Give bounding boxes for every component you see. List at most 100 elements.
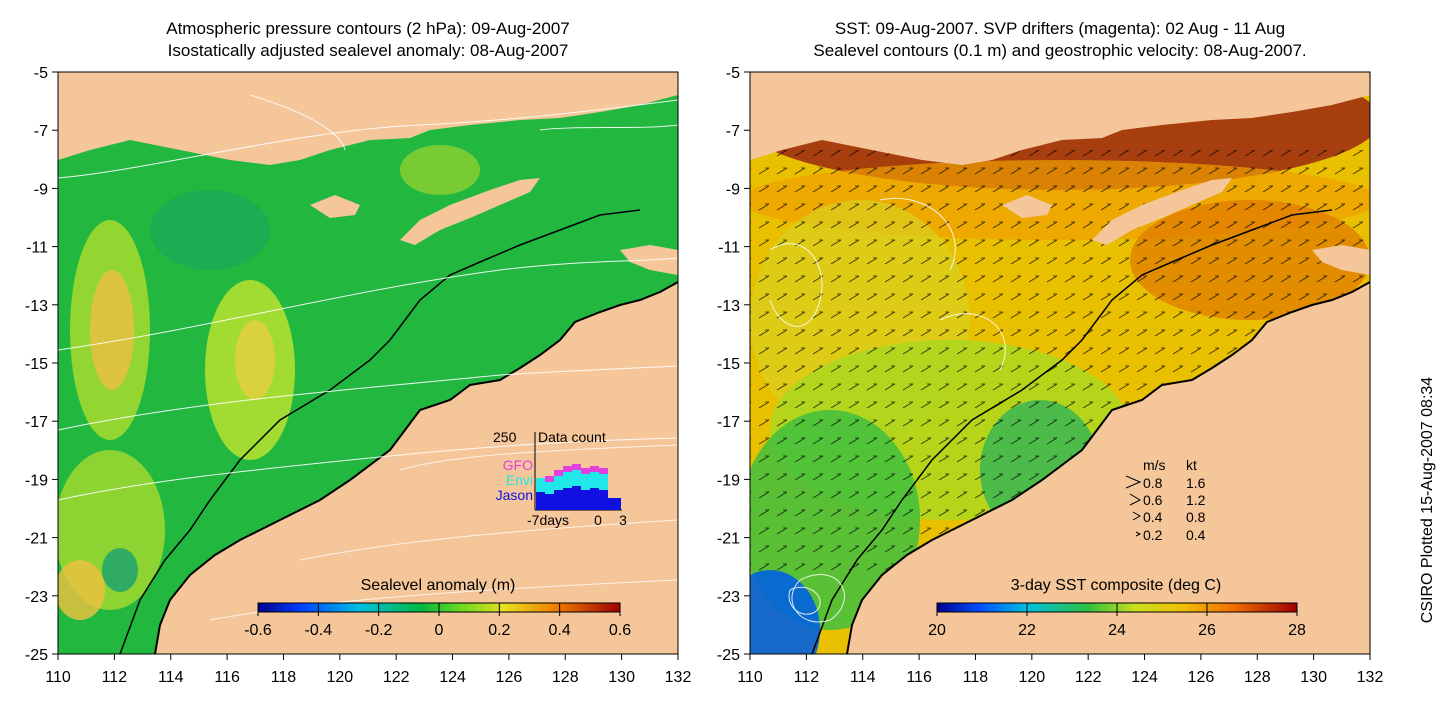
y-tick-label: -25 xyxy=(717,647,740,664)
colorbar-tick-label: 22 xyxy=(1018,622,1036,639)
left-x-ticks: 110 112 114 116 118 120 122 124 126 128 130 132 xyxy=(45,654,691,686)
x-tick-label: 126 xyxy=(1188,669,1215,686)
coastline-australia-right xyxy=(846,281,1370,654)
y-tick-label: -23 xyxy=(25,589,48,606)
y-tick-label: -19 xyxy=(25,472,48,489)
colorbar-tick-label: 20 xyxy=(928,622,946,639)
left-colorbar-label: Sealevel anomaly (m) xyxy=(361,577,516,594)
velocity-legend-row2-kt: 1.2 xyxy=(1186,492,1206,508)
x-tick-label: 124 xyxy=(439,669,466,686)
y-tick-label: -25 xyxy=(25,647,48,664)
x-tick-label: 124 xyxy=(1131,669,1158,686)
land-timor xyxy=(400,178,540,245)
y-tick-label: -11 xyxy=(718,240,740,257)
sla-high-south-core xyxy=(58,560,105,620)
land-australia xyxy=(155,282,678,654)
inset-x-tick-end: 3 xyxy=(619,512,627,528)
land-north-east-right xyxy=(1312,245,1370,275)
y-tick-label: -15 xyxy=(717,356,740,373)
velocity-legend-header-ms: m/s xyxy=(1143,457,1166,473)
colorbar-tick-label: 24 xyxy=(1108,622,1126,639)
left-map-panel: -5 -7 -9 -11 -13 -15 -17 -19 -21 -23 -25 110 112 114… xyxy=(25,65,692,686)
x-tick-label: 120 xyxy=(326,669,353,686)
colorbar-tick-label: 0 xyxy=(435,622,444,639)
y-tick-label: -7 xyxy=(726,123,740,140)
right-y-ticks: -5 -7 -9 -11 -13 -15 -17 -19 -21 -23 -25 xyxy=(717,65,750,664)
colorbar-tick-label: 0.2 xyxy=(488,622,510,639)
x-tick-label: 116 xyxy=(214,669,240,686)
right-x-ticks: 110 112 114 116 118 120 122 124 126 128 130 132 xyxy=(737,654,1383,686)
y-tick-label: -23 xyxy=(717,589,740,606)
left-colorbar-ticks: -0.6 -0.4 -0.2 0 0.2 0.4 0.6 xyxy=(244,603,631,639)
inset-x-tick-zero: 0 xyxy=(594,512,602,528)
land-pressure-contours xyxy=(209,444,678,621)
y-tick-label: -17 xyxy=(25,414,48,431)
inset-bars xyxy=(536,464,621,510)
land-sumba xyxy=(310,195,360,218)
y-tick-label: -19 xyxy=(717,472,740,489)
x-tick-label: 112 xyxy=(102,669,128,686)
inset-legend-envi: Envi xyxy=(506,472,533,488)
x-tick-label: 120 xyxy=(1018,669,1045,686)
left-map-content xyxy=(58,72,678,654)
x-tick-label: 110 xyxy=(737,669,763,686)
right-map-content xyxy=(750,72,1370,654)
y-tick-label: -5 xyxy=(726,65,740,82)
right-colorbar-ticks: 20 22 24 26 28 xyxy=(928,603,1306,639)
x-tick-label: 116 xyxy=(906,669,932,686)
y-tick-label: -7 xyxy=(34,123,48,140)
y-tick-label: -9 xyxy=(34,181,48,198)
x-tick-label: 128 xyxy=(1244,669,1271,686)
inset-title: Data count xyxy=(538,429,606,445)
velocity-legend-row2-ms: 0.6 xyxy=(1143,492,1163,508)
x-tick-label: 118 xyxy=(271,669,297,686)
y-tick-label: -17 xyxy=(717,414,740,431)
left-title-line2: Isostatically adjusted sealevel anomaly:… xyxy=(167,41,569,60)
shelf-edge-contour-right xyxy=(811,209,1333,654)
land-sumba-right xyxy=(1002,195,1052,218)
inset-max-label: 250 xyxy=(493,429,517,445)
coastline-australia xyxy=(154,281,678,654)
land-java-islands xyxy=(58,72,678,165)
colorbar-tick-label: -0.6 xyxy=(244,622,272,639)
inset-x-tick-start: -7days xyxy=(527,512,569,528)
x-tick-label: 132 xyxy=(1357,669,1384,686)
sealevel-contours xyxy=(769,198,1006,623)
x-tick-label: 114 xyxy=(850,669,876,686)
x-tick-label: 112 xyxy=(794,669,820,686)
x-tick-label: 126 xyxy=(496,669,523,686)
y-tick-label: -21 xyxy=(25,531,48,548)
x-tick-label: 130 xyxy=(608,669,635,686)
velocity-legend-row3-ms: 0.4 xyxy=(1143,509,1163,525)
colorbar-tick-label: -0.4 xyxy=(305,622,333,639)
velocity-legend-row1-ms: 0.8 xyxy=(1143,475,1163,491)
x-tick-label: 122 xyxy=(383,669,410,686)
plot-credit: CSIRO Plotted 15-Aug-2007 08:34 xyxy=(1418,330,1438,670)
x-tick-label: 114 xyxy=(158,669,184,686)
colorbar-tick-label: 26 xyxy=(1198,622,1216,639)
velocity-legend-row3-kt: 0.8 xyxy=(1186,509,1206,525)
colorbar-tick-label: 0.6 xyxy=(609,622,631,639)
colorbar-tick-label: 28 xyxy=(1288,622,1306,639)
land-timor-right xyxy=(1092,178,1232,245)
sla-low-patch xyxy=(150,190,270,270)
x-tick-label: 118 xyxy=(963,669,989,686)
inset-legend-jason: Jason xyxy=(496,487,533,503)
x-tick-label: 130 xyxy=(1300,669,1327,686)
sla-high-west-core xyxy=(90,270,134,390)
velocity-legend-row1-kt: 1.6 xyxy=(1186,475,1206,491)
pressure-contours xyxy=(58,94,678,501)
left-y-ticks: -5 -7 -9 -11 -13 -15 -17 -19 -21 -23 -25 xyxy=(25,65,58,664)
y-tick-label: -21 xyxy=(717,531,740,548)
right-title-line2: Sealevel contours (0.1 m) and geostrophi… xyxy=(813,41,1307,60)
shelf-edge-contour xyxy=(119,209,641,654)
plot-credit-text: CSIRO Plotted 15-Aug-2007 08:34 xyxy=(1419,376,1436,624)
x-tick-label: 132 xyxy=(665,669,692,686)
y-tick-label: -15 xyxy=(25,356,48,373)
y-tick-label: -13 xyxy=(717,298,740,315)
data-count-inset: 250 Data count GFO Envi Jason -7days 0 3 xyxy=(493,429,627,528)
right-title-line1: SST: 09-Aug-2007. SVP drifters (magenta)… xyxy=(834,19,1286,38)
y-tick-label: -9 xyxy=(726,181,740,198)
sla-high-central-core xyxy=(235,320,275,400)
colorbar-tick-label: 0.4 xyxy=(549,622,571,639)
